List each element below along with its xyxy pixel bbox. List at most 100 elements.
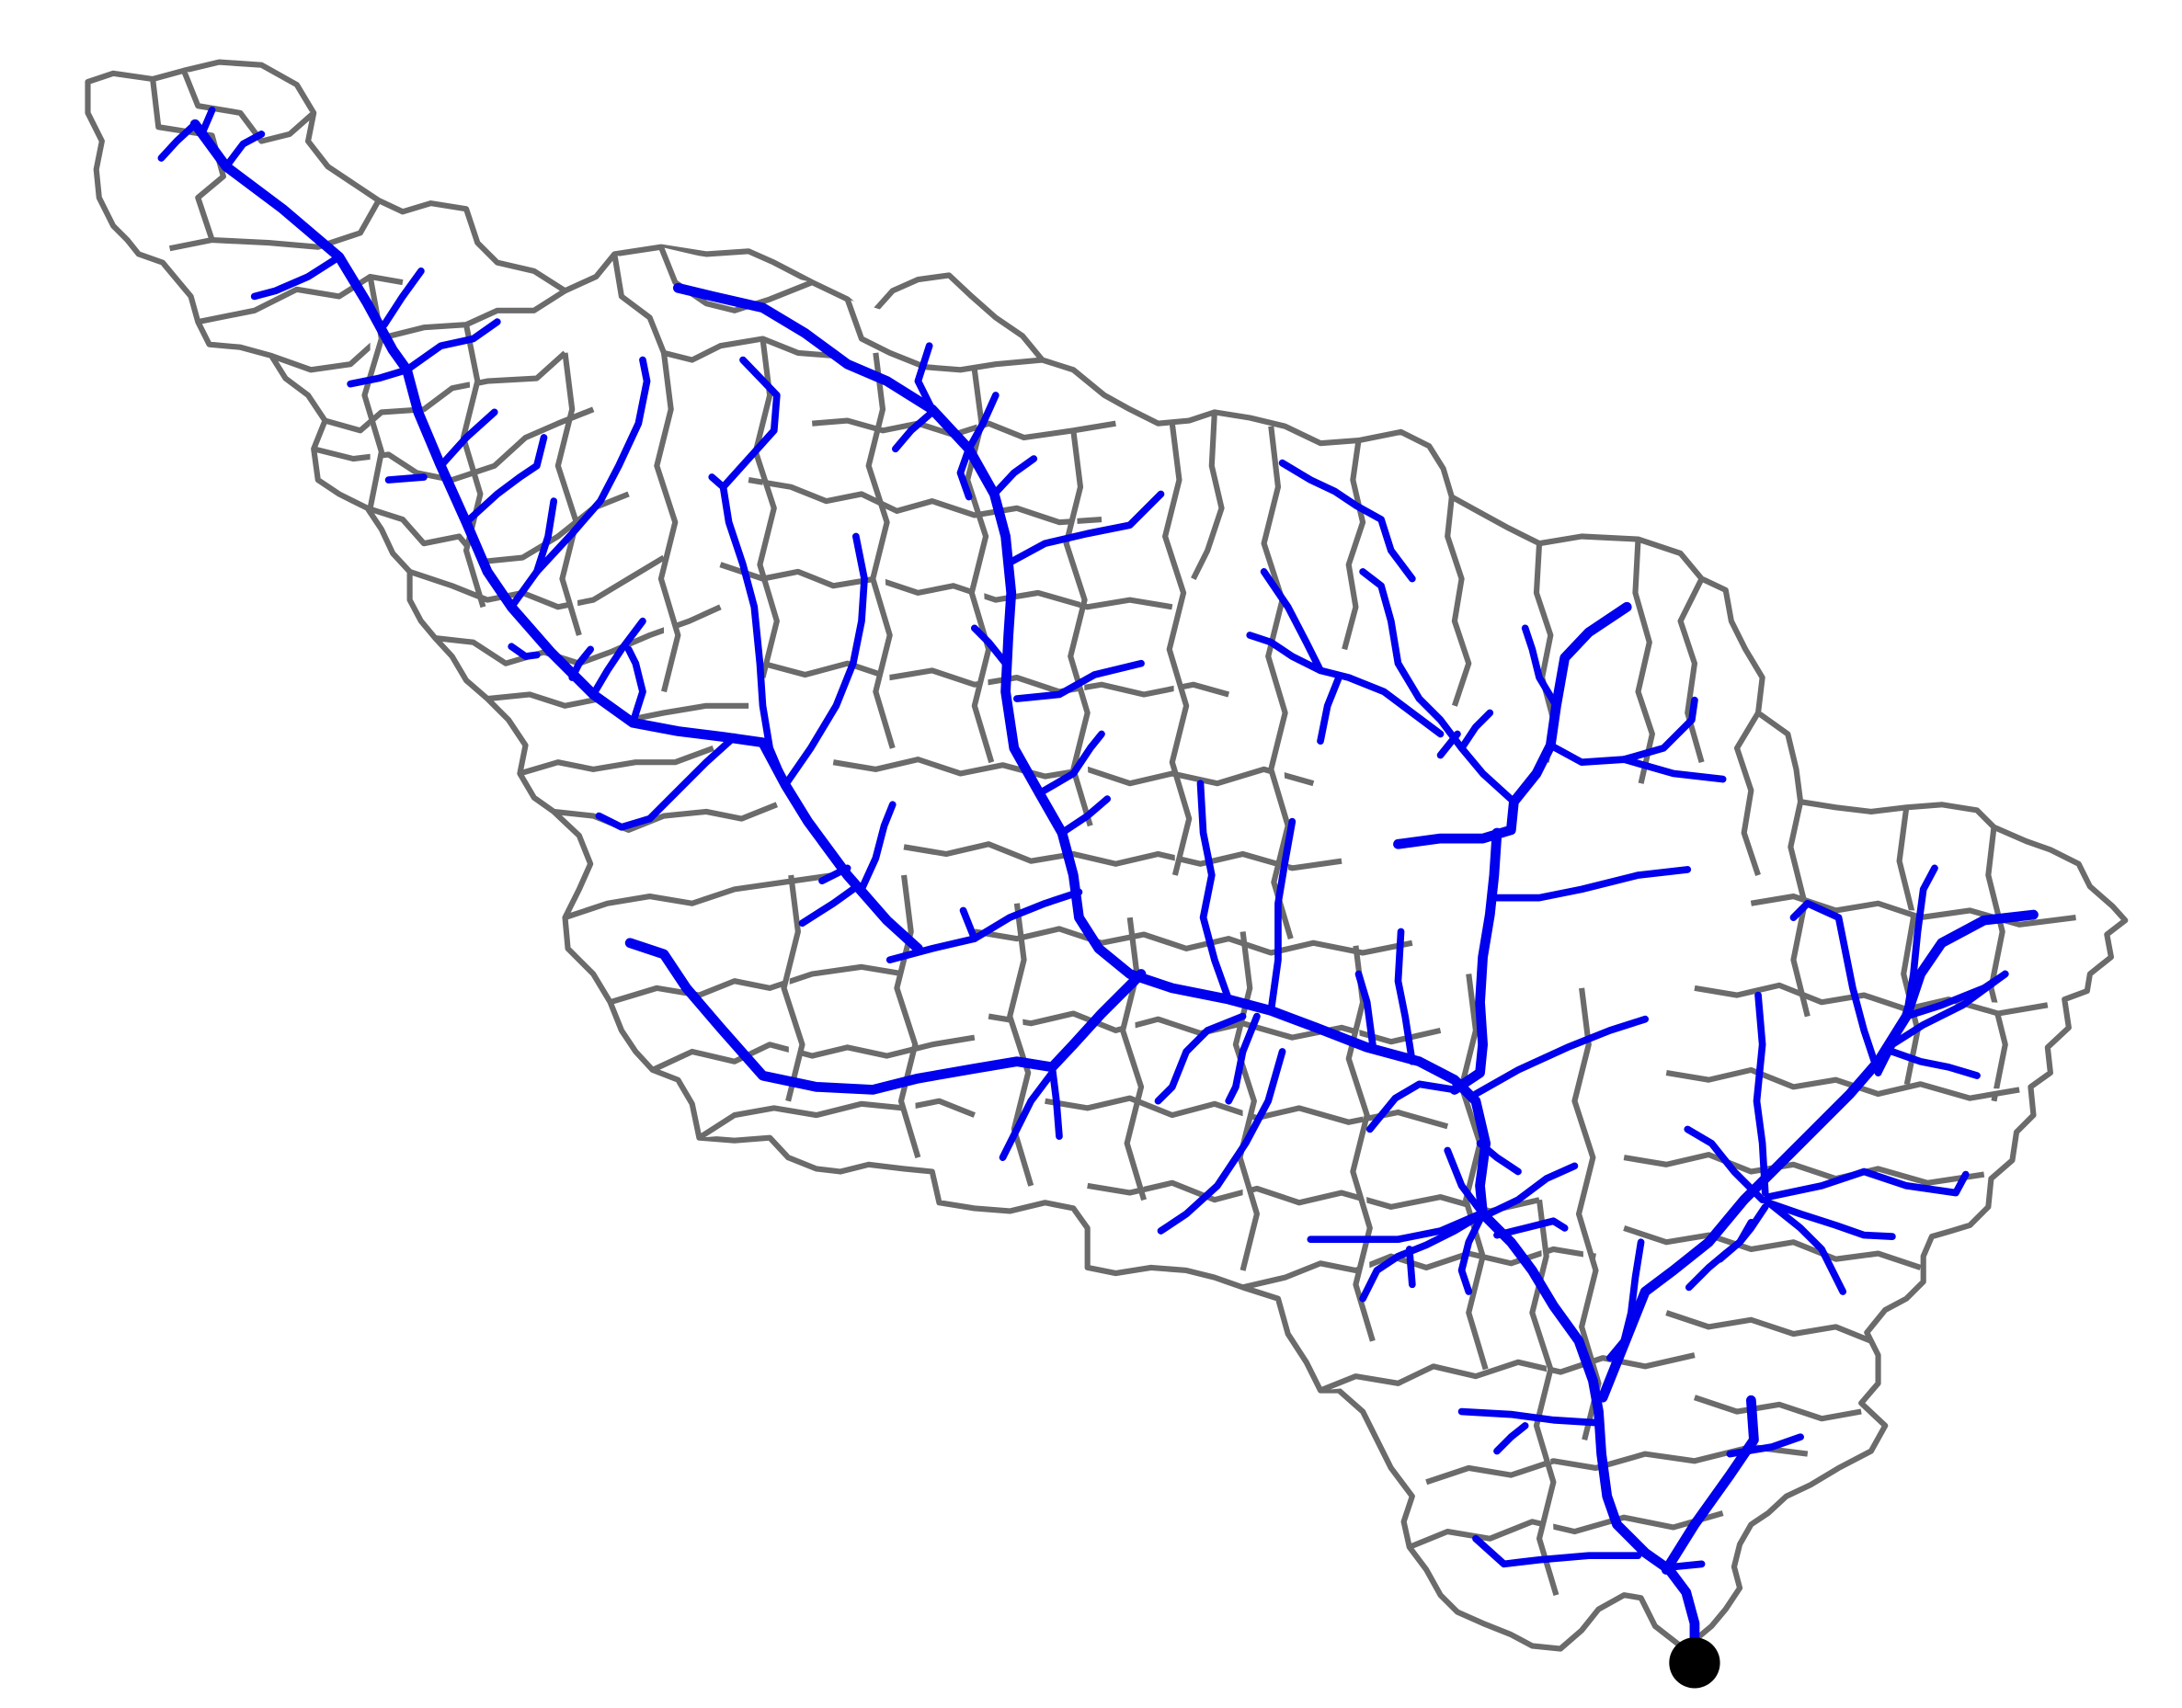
stream-tributary bbox=[1493, 1217, 1569, 1239]
stream-tributary bbox=[1620, 696, 1698, 763]
stream-tributary bbox=[1670, 1560, 1706, 1571]
subbasin-divide bbox=[865, 352, 896, 749]
stream-tributary bbox=[1359, 568, 1518, 806]
stream-tributary bbox=[1764, 1167, 1970, 1201]
stream-tributary bbox=[1436, 730, 1461, 759]
subbasin-divide bbox=[1694, 982, 2049, 1017]
stream-tributary bbox=[1444, 1146, 1487, 1218]
stream-tributary bbox=[568, 645, 594, 681]
stream-main-channel bbox=[1449, 827, 1502, 1095]
subbasin-divide bbox=[1191, 412, 1225, 580]
stream-tributary bbox=[1260, 568, 1324, 675]
stream-main-channel bbox=[1597, 909, 2039, 1403]
stream-tributary bbox=[1902, 864, 1938, 1020]
stream-tributary bbox=[200, 106, 216, 134]
stream-tributary bbox=[1225, 1012, 1261, 1105]
subbasin-divide bbox=[1119, 917, 1148, 1201]
subbasin-divide bbox=[181, 69, 316, 144]
subbasin-divide bbox=[903, 841, 1342, 871]
subbasin-divide bbox=[1445, 496, 1472, 707]
stream-tributary bbox=[1476, 1139, 1522, 1176]
stream-tributary bbox=[818, 864, 851, 885]
subbasin-divide bbox=[719, 562, 1173, 610]
subbasin-divide bbox=[654, 352, 681, 693]
subbasin-divide bbox=[1408, 1510, 1724, 1550]
subbasin-divide bbox=[1529, 1199, 1559, 1597]
stream-tributary bbox=[965, 392, 1000, 453]
stream-tributary bbox=[959, 906, 978, 942]
stream-tributary bbox=[885, 888, 1083, 964]
stream-tributary bbox=[970, 624, 1010, 667]
stream-tributary bbox=[956, 445, 973, 501]
subbasin-divide bbox=[781, 874, 805, 1102]
stream-tributary bbox=[1267, 817, 1297, 1015]
subbasin-divide bbox=[1261, 426, 1294, 940]
subbasin-divide bbox=[1733, 711, 1761, 877]
stream-tributary bbox=[384, 473, 428, 484]
subbasin-divide bbox=[270, 288, 567, 373]
stream-tributary bbox=[1889, 1048, 1981, 1079]
subbasin-divide bbox=[974, 926, 1413, 956]
stream-tributary bbox=[1196, 780, 1233, 1003]
stream-tributary bbox=[1157, 1048, 1286, 1235]
stream-layer bbox=[157, 106, 2039, 1650]
stream-tributary bbox=[1472, 1015, 1650, 1098]
subbasin-divide bbox=[1677, 577, 1705, 764]
stream-tributary bbox=[1789, 899, 1882, 1076]
subbasin-divide bbox=[1665, 1066, 2020, 1101]
subbasin-divide bbox=[894, 874, 921, 1159]
stream-tributary bbox=[999, 1069, 1057, 1161]
subbasin-divide bbox=[554, 352, 582, 636]
stream-tributary bbox=[719, 356, 781, 491]
subbasin-divide bbox=[1458, 974, 1489, 1371]
subbasin-divide bbox=[609, 963, 905, 1006]
stream-tributary bbox=[1394, 928, 1416, 1065]
subbasin-divide bbox=[1693, 1395, 1862, 1422]
stream-tributary bbox=[1007, 490, 1165, 565]
subbasin-divide bbox=[1623, 1151, 1985, 1186]
stream-tributary bbox=[589, 617, 646, 699]
stream-tributary bbox=[1246, 632, 1445, 738]
stream-tributary bbox=[798, 885, 857, 928]
stream-tributary bbox=[508, 643, 541, 660]
stream-tributary bbox=[1013, 659, 1145, 702]
stream-tributary bbox=[1684, 1125, 1766, 1204]
stream-main-channel bbox=[1393, 601, 1632, 849]
stream-tributary bbox=[463, 434, 548, 526]
subbasin-divide bbox=[519, 745, 714, 777]
stream-main-channel bbox=[624, 938, 1147, 1095]
stream-tributary bbox=[1457, 1210, 1487, 1295]
subbasin-divide bbox=[197, 273, 404, 325]
stream-tributary bbox=[1307, 1210, 1484, 1244]
stream-tributary bbox=[1354, 970, 1377, 1049]
stream-tributary bbox=[223, 131, 266, 171]
subbasin-divide bbox=[1623, 1225, 1922, 1270]
subbasin-divide bbox=[1571, 987, 1602, 1440]
stream-tributary bbox=[1764, 1199, 1896, 1240]
subbasin-divide bbox=[1045, 1095, 1449, 1130]
stream-tributary bbox=[1726, 1433, 1804, 1458]
stream-tributary bbox=[1278, 459, 1416, 583]
subbasin-divide bbox=[1985, 826, 2008, 1102]
subbasin-divide bbox=[1162, 423, 1193, 876]
stream-tributary bbox=[1457, 709, 1494, 752]
stream-tributary bbox=[1761, 1196, 1847, 1295]
stream-tributary bbox=[1048, 1064, 1063, 1140]
stream-tributary bbox=[858, 801, 897, 894]
stream-tributary bbox=[1493, 866, 1692, 902]
stream-tributary bbox=[708, 473, 789, 789]
stream-tributary bbox=[1405, 1246, 1416, 1289]
stream-tributary bbox=[1317, 674, 1342, 745]
stream-tributary bbox=[1365, 1080, 1458, 1133]
stream-tributary bbox=[1605, 1238, 1645, 1362]
stream-tributary bbox=[347, 366, 411, 388]
subbasin-divide bbox=[1087, 1179, 1540, 1214]
subbasin-divide bbox=[1665, 1310, 1873, 1344]
subbasin-divide bbox=[1063, 429, 1093, 827]
stream-tributary bbox=[1058, 795, 1111, 837]
stream-tributary bbox=[250, 253, 343, 301]
stream-tributary bbox=[157, 120, 200, 162]
stream-tributary bbox=[782, 532, 868, 789]
